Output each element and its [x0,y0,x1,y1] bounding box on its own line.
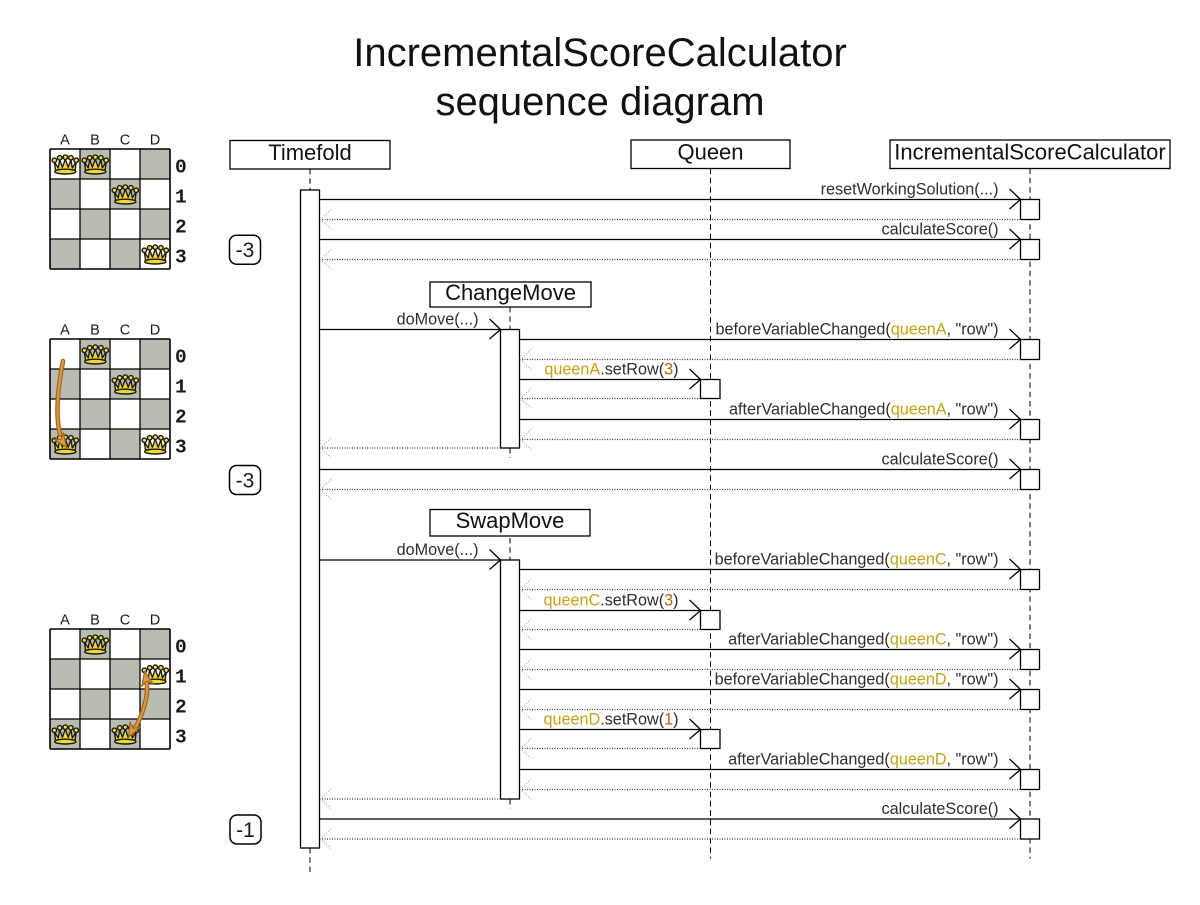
svg-text:queenD.setRow(1): queenD.setRow(1) [544,711,679,729]
svg-text:-3: -3 [236,239,255,262]
svg-text:D: D [150,323,160,339]
svg-text:2: 2 [175,697,187,719]
svg-text:D: D [150,133,160,149]
svg-text:-3: -3 [236,469,255,492]
svg-text:beforeVariableChanged(queenA,: beforeVariableChanged(queenA, "row") [716,321,999,339]
svg-text:doMove(...): doMove(...) [397,311,479,329]
svg-text:IncrementalScoreCalculator: IncrementalScoreCalculator [353,31,847,75]
svg-text:B: B [90,613,100,629]
svg-text:SwapMove: SwapMove [456,508,565,533]
svg-text:C: C [120,323,130,339]
svg-text:3: 3 [175,727,187,749]
svg-text:doMove(...): doMove(...) [397,541,479,559]
svg-text:beforeVariableChanged(queenD,: beforeVariableChanged(queenD, "row") [715,671,999,689]
svg-text:C: C [120,133,130,149]
svg-text:1: 1 [175,667,187,689]
svg-text:-1: -1 [236,819,255,842]
svg-text:queenC.setRow(3): queenC.setRow(3) [544,592,679,610]
svg-text:0: 0 [175,347,187,369]
svg-text:afterVariableChanged(queenA, ": afterVariableChanged(queenA, "row") [729,401,998,419]
svg-text:2: 2 [175,217,187,239]
svg-text:resetWorkingSolution(...): resetWorkingSolution(...) [821,181,999,199]
svg-text:A: A [60,323,70,339]
svg-text:0: 0 [175,637,187,659]
svg-text:IncrementalScoreCalculator: IncrementalScoreCalculator [894,140,1165,165]
svg-text:3: 3 [175,437,187,459]
svg-text:B: B [90,323,100,339]
svg-text:beforeVariableChanged(queenC,: beforeVariableChanged(queenC, "row") [715,551,999,569]
svg-text:Queen: Queen [677,140,743,165]
svg-text:A: A [60,133,70,149]
svg-text:B: B [90,133,100,149]
svg-text:calculateScore(): calculateScore() [882,800,999,818]
svg-text:afterVariableChanged(queenD, ": afterVariableChanged(queenD, "row") [728,751,998,769]
svg-text:Timefold: Timefold [268,140,352,165]
svg-text:A: A [60,613,70,629]
svg-text:D: D [150,613,160,629]
svg-text:3: 3 [175,247,187,269]
svg-text:1: 1 [175,377,187,399]
svg-text:calculateScore(): calculateScore() [882,221,999,239]
svg-text:C: C [120,613,130,629]
svg-text:2: 2 [175,407,187,429]
svg-text:sequence diagram: sequence diagram [435,80,764,124]
svg-text:1: 1 [175,187,187,209]
svg-text:afterVariableChanged(queenC, ": afterVariableChanged(queenC, "row") [728,631,998,649]
svg-text:calculateScore(): calculateScore() [882,451,999,469]
svg-text:0: 0 [175,157,187,179]
svg-text:queenA.setRow(3): queenA.setRow(3) [544,361,678,379]
svg-text:ChangeMove: ChangeMove [445,280,576,305]
